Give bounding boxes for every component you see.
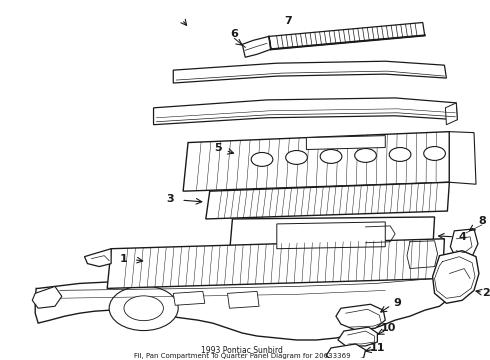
Text: 3: 3 [167,194,174,204]
Text: 8: 8 [478,216,486,226]
Polygon shape [206,182,449,219]
Polygon shape [449,132,476,184]
Ellipse shape [389,148,411,161]
Text: 6: 6 [230,30,238,40]
Polygon shape [32,287,62,308]
Polygon shape [269,23,425,49]
Polygon shape [306,136,385,149]
Polygon shape [35,266,454,340]
Ellipse shape [320,149,342,163]
Text: 4: 4 [458,232,466,242]
Ellipse shape [109,286,178,330]
Polygon shape [183,132,449,191]
Polygon shape [153,98,457,125]
Polygon shape [277,222,385,249]
Ellipse shape [286,150,307,165]
Ellipse shape [355,149,376,162]
Polygon shape [433,251,479,303]
Polygon shape [107,239,444,288]
Polygon shape [450,229,478,258]
Text: 9: 9 [393,298,401,308]
Polygon shape [227,291,259,308]
Text: 5: 5 [214,143,221,153]
Text: 1: 1 [120,254,128,264]
Ellipse shape [251,153,273,166]
Polygon shape [242,36,271,57]
Text: 11: 11 [369,343,385,353]
Text: 7: 7 [284,15,292,26]
Polygon shape [173,61,446,83]
Polygon shape [336,304,385,330]
Text: 10: 10 [381,323,396,333]
Polygon shape [338,327,377,346]
Text: 1993 Pontiac Sunbird: 1993 Pontiac Sunbird [201,346,283,355]
Ellipse shape [124,296,163,321]
Text: Fil, Pan Compartment To Quarter Panel Diagram for 20633369: Fil, Pan Compartment To Quarter Panel Di… [134,353,351,359]
Text: 2: 2 [482,288,490,298]
Polygon shape [84,249,111,266]
Polygon shape [326,344,366,360]
Polygon shape [445,103,457,125]
Polygon shape [229,217,435,254]
Polygon shape [173,291,205,305]
Ellipse shape [424,147,445,161]
